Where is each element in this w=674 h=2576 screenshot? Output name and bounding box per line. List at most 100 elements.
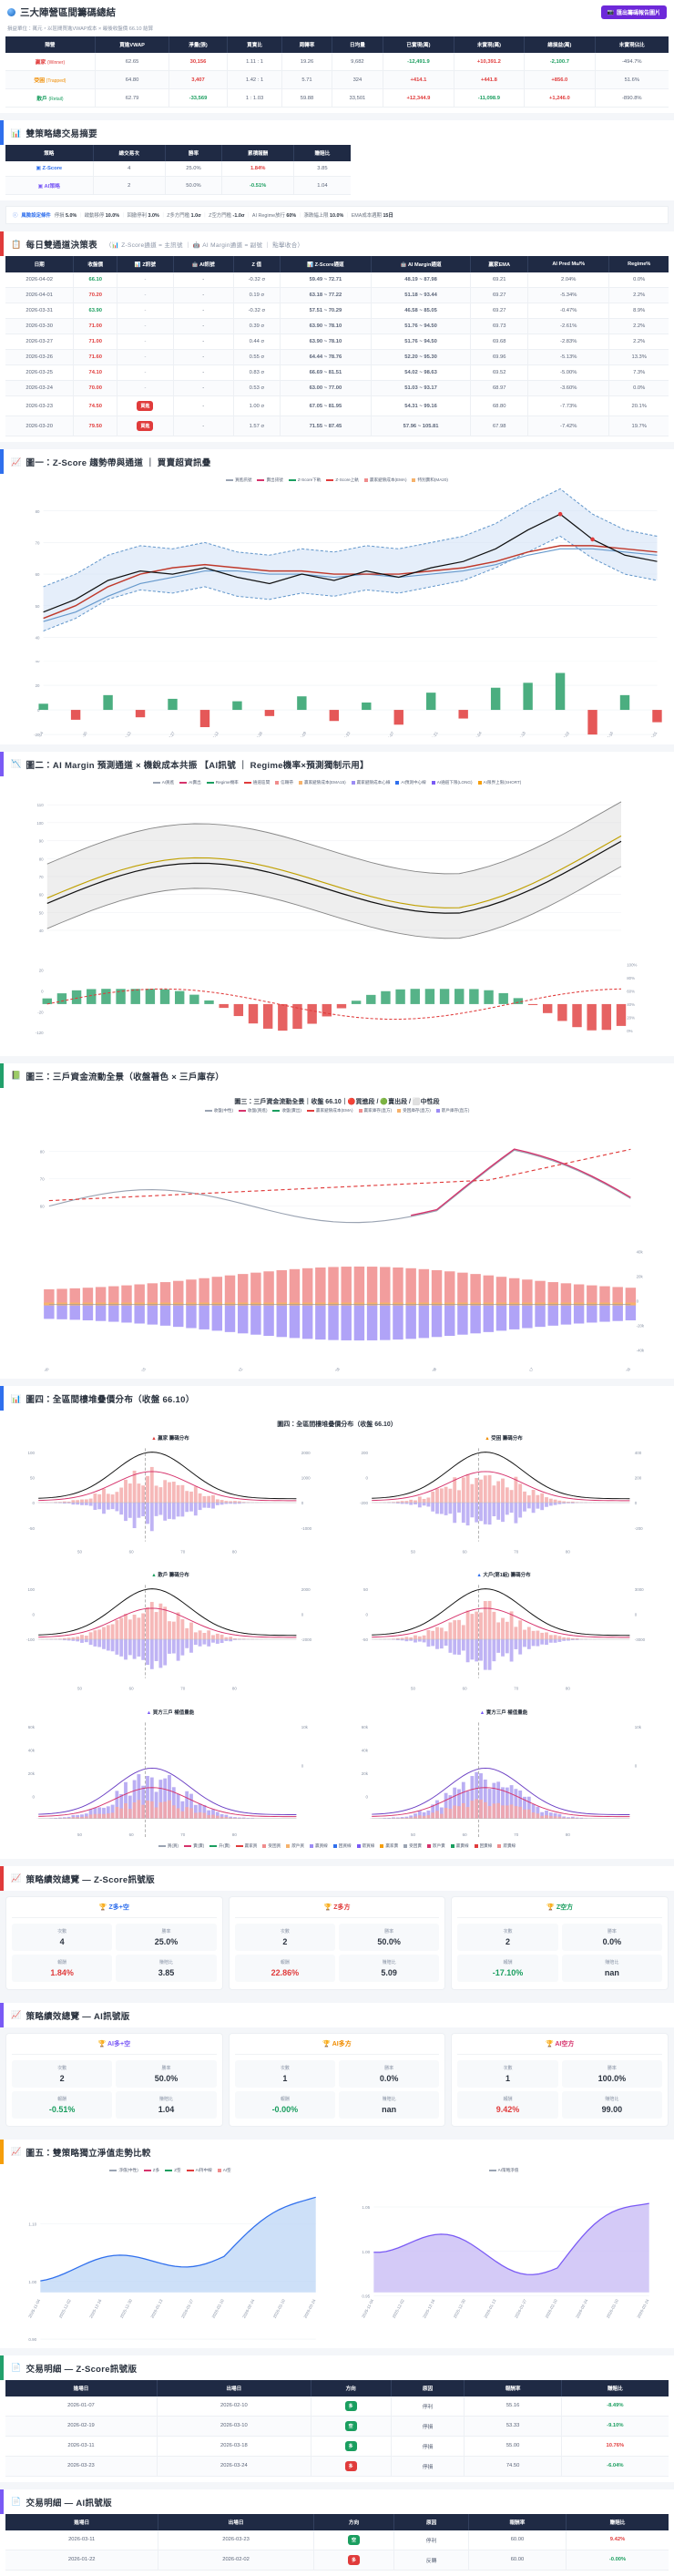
card-title: 🏆 Z空方 [457, 1903, 662, 1918]
trade-z-return-cell: 10.76% [561, 2436, 669, 2456]
signal-regime-cell: 2.2% [609, 288, 669, 303]
svg-text:70: 70 [40, 1176, 45, 1181]
export-report-button[interactable]: 📷 匯出籌碼報告圖片 [601, 5, 668, 19]
kpi-2: 報酬1.84% [12, 1955, 112, 1982]
chart5-right-x-axis: 2025-11-042025-12-022025-12-162025-12-30… [361, 2298, 650, 2319]
svg-text:0: 0 [301, 1763, 304, 1768]
svg-text:50: 50 [77, 1550, 82, 1555]
legend-swatch [326, 479, 333, 481]
legend-swatch [218, 2169, 221, 2172]
daily-signal-table: 日期收盤價📊 Z訊號🤖 AI訊號Z 值📊 Z-Score通道🤖 AI Margi… [5, 256, 669, 436]
chart4-panel-2: ▲ 散戶 籌碼分布1000-10020000-200050607080 [5, 1567, 335, 1700]
kpi-grid: 次數1勝率0.0%報酬-0.00%賺賠比nan [235, 2060, 440, 2119]
trade-ai-section-header[interactable]: 📄 交易明細 — AI訊號版 [0, 2489, 674, 2514]
export-button-label: 匯出籌碼報告圖片 [617, 8, 660, 16]
chart4-legend-item: 升(賣) [209, 1843, 230, 1849]
svg-text:3000: 3000 [635, 1587, 644, 1592]
signal-aiband-cell: 51.03 ~ 93.17 [371, 381, 471, 396]
signal-table-header-row: 日期收盤價📊 Z訊號🤖 AI訊號Z 值📊 Z-Score通道🤖 AI Margi… [5, 256, 669, 272]
signal-zband-cell: 63.00 ~ 77.00 [280, 381, 371, 396]
legend-label: 通道區間 [253, 780, 270, 785]
signal-table-section-header[interactable]: 📋 每日雙通道決策表 （📊 Z-Score通道 = 主訊號 ｜ 🤖 AI Mar… [0, 231, 674, 256]
trade-ai-entry-cell: 2026-03-11 [5, 2530, 158, 2550]
svg-text:50: 50 [30, 1476, 35, 1481]
chart4-legend-item: 散戶賣 [427, 1843, 445, 1849]
signal-close-cell: 66.10 [74, 272, 117, 288]
trade-ai-entry-cell: 2026-01-22 [5, 2550, 158, 2570]
legend-label: 散賣線 [503, 1843, 516, 1849]
trade-z-col-0: 進場日 [5, 2380, 157, 2396]
chart2-panel: AI買進AI賣出Regime機率通道區間信賴帶贏家避險成本(EMA15)贏家避險… [0, 776, 674, 1056]
camp-turnover-cell: 59.88 [282, 89, 332, 108]
table-row: 2026-03-3163.90---0.32 σ57.51 ~ 70.2946.… [5, 303, 669, 319]
legend-label: 贏買線 [315, 1843, 328, 1849]
signal-zband-cell: 67.05 ~ 81.95 [280, 396, 371, 416]
kpi-value: -0.51% [14, 2105, 110, 2114]
chart3-legend: 收盤(中性)收盤(買進)收盤(賣出)贏家避險成本(EMA)贏家庫存(直方)受困庫… [5, 1108, 669, 1116]
chart4-legend-item: 困賣線 [475, 1843, 493, 1849]
kpi-value: 1 [237, 2074, 333, 2083]
chart5-left-legend-item: 淨值(中性) [109, 2168, 138, 2173]
camp-net-cell: 3,407 [169, 71, 228, 89]
svg-text:70: 70 [180, 1687, 185, 1691]
legend-label: AI通道下限(LONG) [437, 780, 473, 785]
legend-label: 贏家避險成本心線 [357, 780, 391, 785]
card-title: 🏆 AI多方 [235, 2039, 440, 2055]
svg-text:2026-05-21: 2026-05-21 [424, 731, 439, 737]
chart5-left: 淨值(中性)Z多Z空AI持中線AI空 1.201.101.000.90 2025… [5, 2168, 335, 2341]
legend-label: Z多 [153, 2168, 159, 2173]
kpi-1: 勝率0.0% [562, 1924, 662, 1951]
perf-z-title: 策略績效總覽 — Z-Score訊號版 [26, 1873, 155, 1885]
chart1-legend: 買進訊號賣出訊號Z-Score下軌Z-Score上軌贏家避險成本(EMA)特別賣… [5, 477, 669, 486]
legend-swatch [209, 1845, 217, 1847]
trade-ai-col-1: 出場日 [158, 2514, 313, 2530]
signal-date-cell: 2026-03-24 [5, 381, 74, 396]
kpi-value: -17.10% [459, 1968, 556, 1977]
trade-z-section-header[interactable]: 📄 交易明細 — Z-Score訊號版 [0, 2355, 674, 2380]
kpi-1: 勝率0.0% [339, 2060, 439, 2088]
signal-date-cell: 2026-04-01 [5, 288, 74, 303]
chart3-legend-item: 散戶庫存(直方) [436, 1108, 470, 1114]
legend-swatch [207, 782, 214, 784]
kpi-label: 賺賠比 [564, 2096, 660, 2102]
kpi-label: 勝率 [117, 1928, 214, 1935]
svg-text:2026-07-16: 2026-07-16 [600, 731, 615, 737]
chart1-title: 圖一：Z-Score 趨勢帶與通道 ｜ 買賣超資訊疊 [26, 456, 211, 468]
signal-mu-cell: -5.00% [528, 365, 609, 381]
kpi-value: -0.00% [237, 2105, 333, 2114]
kpi-label: 賺賠比 [117, 1959, 214, 1965]
svg-text:2026-01-30: 2026-01-30 [74, 731, 88, 737]
dual-summary-title: 雙策略總交易摘要 [26, 127, 97, 139]
chart4-legend-item: 贏家買 [236, 1843, 258, 1849]
svg-text:20%: 20% [627, 1015, 635, 1020]
signal-aiband-cell: 48.19 ~ 87.98 [371, 272, 471, 288]
trade-z-return-cell: -8.49% [561, 2396, 669, 2417]
signal-ai-cell: - [173, 350, 233, 365]
kpi-value: 25.0% [117, 1937, 214, 1946]
camp-avgvol-cell: 33,501 [332, 89, 383, 108]
legend-label: 收盤(中性) [214, 1108, 233, 1114]
pnl-unit-note: 損益單位：萬元，以區間買進VWAP成本 × 最後收盤價 66.10 結算 [0, 23, 674, 36]
signal-close-cell: 70.20 [74, 288, 117, 303]
table-row: ▣ AI策略250.0%-0.51%1.04 [5, 177, 351, 195]
signal-ai-cell: - [173, 396, 233, 416]
kpi-3: 賺賠比nan [339, 2091, 439, 2119]
signal-ema-cell: 68.80 [471, 396, 528, 416]
kpi-value: 50.0% [341, 1937, 437, 1946]
signal-z-cell: - [117, 319, 174, 334]
chart1-legend-item: Z-Score下軌 [289, 477, 322, 483]
kpi-value: 3.85 [117, 1968, 214, 1977]
legend-label: Z-Score上軌 [335, 477, 359, 483]
chart1-volume-x-axis: 2025-11-042026-01-302026-02-132026-02-27… [30, 731, 658, 737]
camp-pct-cell: 51.6% [595, 71, 669, 89]
table-row: 2026-03-2771.00--0.44 σ63.90 ~ 78.1051.7… [5, 334, 669, 350]
signal-regime-cell: 19.7% [609, 416, 669, 436]
table-row: ▣ Z-Score425.0%1.84%3.85 [5, 161, 351, 177]
svg-text:2026-07-02: 2026-07-02 [557, 731, 571, 737]
svg-text:2025-09-15: 2025-09-15 [131, 1366, 147, 1371]
kpi-label: 賺賠比 [341, 2096, 437, 2102]
legend-label: Z空 [174, 2168, 180, 2173]
kpi-label: 報酬 [237, 2096, 333, 2102]
kpi-value: 1.84% [14, 1968, 110, 1977]
camp-col-3: 買賣比 [227, 36, 282, 53]
